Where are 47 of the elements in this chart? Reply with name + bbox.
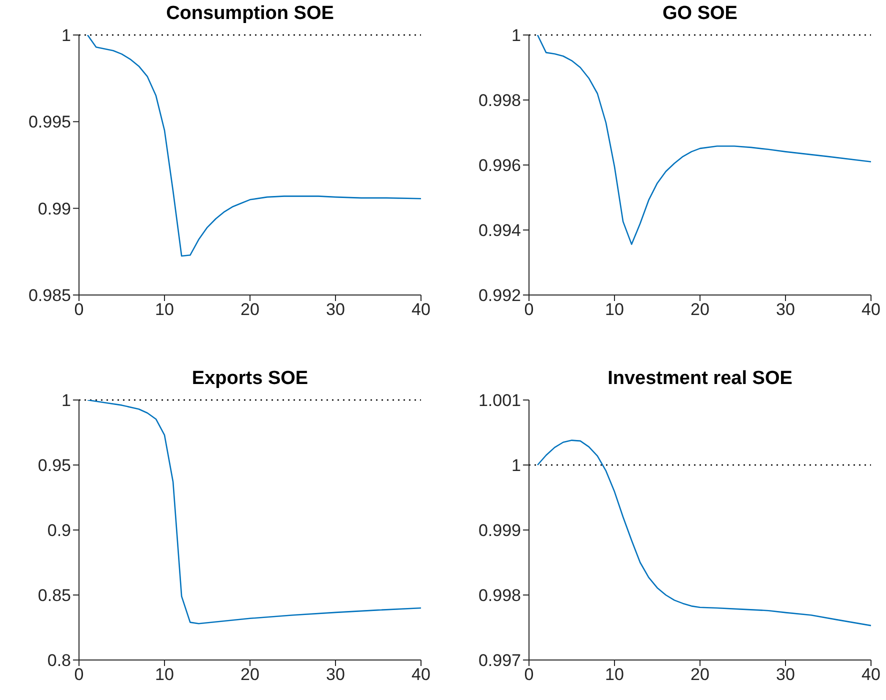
y-tick-label: 0.994 [478, 221, 521, 240]
x-tick-label: 40 [412, 300, 430, 320]
x-tick-label: 0 [74, 300, 84, 320]
line-series [86, 35, 421, 257]
x-tick-label: 10 [605, 300, 624, 320]
x-tick-label: 30 [326, 300, 345, 320]
y-tick-label: 1.001 [478, 391, 521, 410]
y-tick-label: 0.8 [47, 651, 71, 670]
x-tick-label: 30 [326, 665, 345, 684]
x-tick-label: 40 [862, 665, 880, 684]
x-tick-label: 10 [605, 665, 624, 684]
y-tick-label: 0.85 [38, 586, 71, 606]
x-tick-label: 10 [155, 300, 174, 320]
y-tick-label: 0.992 [478, 286, 521, 306]
chart-title: GO SOE [662, 3, 738, 25]
chart-title: Consumption SOE [165, 3, 335, 25]
y-tick-label: 0.996 [478, 156, 521, 176]
chart-title: Exports SOE [190, 368, 310, 390]
y-tick-label: 0.998 [478, 586, 521, 606]
x-tick-label: 0 [524, 665, 534, 684]
x-tick-label: 20 [240, 665, 260, 684]
y-tick-label: 0.999 [478, 521, 521, 540]
chart-title: Investment real SOE [606, 368, 794, 390]
x-tick-label: 40 [412, 665, 430, 684]
y-tick-label: 0.9 [47, 521, 71, 540]
y-tick-label: 1 [512, 26, 521, 46]
y-tick-label: 1 [62, 391, 71, 410]
line-series [536, 35, 871, 245]
x-tick-label: 10 [155, 665, 174, 684]
x-tick-label: 30 [776, 665, 795, 684]
x-tick-label: 30 [776, 300, 795, 320]
y-tick-label: 0.99 [38, 199, 71, 218]
x-tick-label: 0 [524, 300, 534, 320]
x-tick-label: 40 [862, 300, 880, 320]
line-series [86, 400, 421, 624]
x-tick-label: 20 [240, 300, 260, 320]
y-tick-label: 1 [62, 26, 71, 46]
y-tick-label: 1 [512, 456, 521, 476]
line-series [536, 440, 871, 626]
y-tick-label: 0.95 [38, 456, 71, 476]
y-tick-label: 0.997 [478, 651, 521, 670]
y-tick-label: 0.998 [478, 91, 521, 110]
x-tick-label: 0 [74, 665, 84, 684]
y-tick-label: 0.995 [28, 112, 71, 132]
y-tick-label: 0.985 [28, 286, 71, 306]
x-tick-label: 20 [690, 300, 710, 320]
x-tick-label: 20 [690, 665, 710, 684]
